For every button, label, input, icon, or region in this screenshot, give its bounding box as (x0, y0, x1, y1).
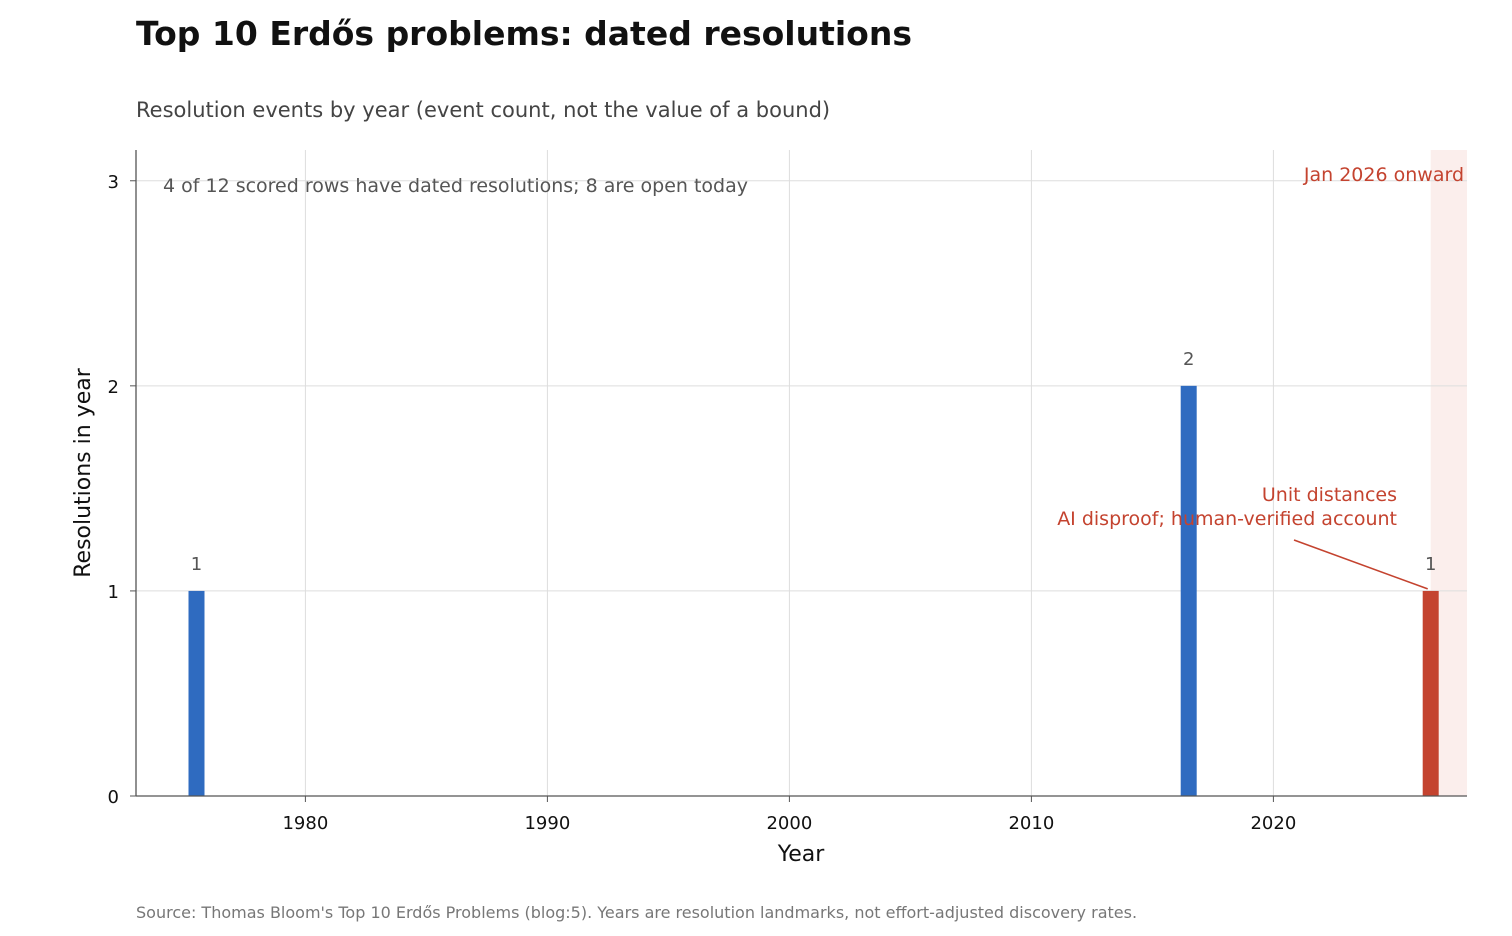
bar-2016 (1180, 385, 1197, 796)
source-note: Source: Thomas Bloom's Top 10 Erdős Prob… (136, 903, 1138, 922)
y-tick-label: 1 (108, 582, 119, 603)
chart-subtitle: Resolution events by year (event count, … (136, 98, 831, 122)
annotation-arrow (1293, 539, 1428, 590)
x-tick-label: 1990 (524, 813, 570, 834)
bars-layer (188, 385, 1439, 796)
annotation-text-line: AI disproof; human-verified account (1057, 508, 1397, 530)
shaded-region-label: Jan 2026 onward (1303, 164, 1464, 186)
y-tick-label: 0 (108, 787, 119, 808)
y-tick-label: 3 (108, 172, 119, 193)
gridlines (136, 150, 1467, 796)
bar-value-label: 1 (191, 554, 202, 575)
x-tick-label: 2000 (766, 813, 812, 834)
y-axis-label: Resolutions in year (71, 367, 96, 577)
bar-2026 (1422, 590, 1439, 796)
x-tick-label: 1980 (282, 813, 328, 834)
y-tick-label: 2 (108, 377, 119, 398)
x-axis-label: Year (777, 842, 826, 867)
bar-1975 (188, 590, 205, 796)
x-tick-label: 2020 (1250, 813, 1296, 834)
bar-value-label: 1 (1425, 554, 1436, 575)
bar-value-label: 2 (1183, 349, 1194, 370)
annotation-text-line: Unit distances (1262, 484, 1397, 506)
x-tick-label: 2010 (1008, 813, 1054, 834)
chart-note: 4 of 12 scored rows have dated resolutio… (163, 175, 748, 197)
chart-title: Top 10 Erdős problems: dated resolutions (136, 14, 912, 53)
axes: 1980 1990 2000 2010 2020 0 1 2 3 (108, 150, 1467, 834)
